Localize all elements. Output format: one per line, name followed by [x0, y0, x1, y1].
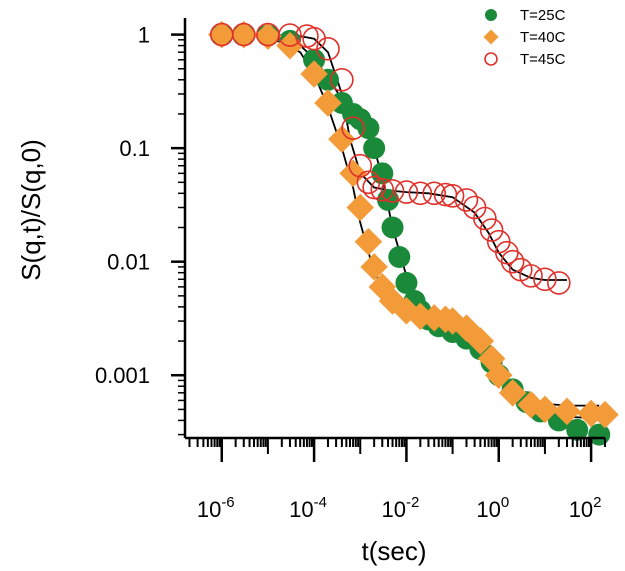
data-point: [278, 23, 302, 47]
data-point: [316, 36, 340, 61]
data-point: [346, 193, 375, 222]
data-point: [371, 162, 394, 185]
x-tick-label: 102: [569, 494, 602, 522]
data-point: [362, 175, 386, 200]
data-point: [440, 184, 465, 208]
series-t-40c: [207, 20, 619, 429]
data-point: [422, 181, 447, 206]
data-point: [207, 20, 236, 49]
legend-label: T=40C: [520, 29, 566, 46]
legend-marker: [483, 29, 499, 45]
data-point: [466, 327, 495, 355]
data-point: [300, 60, 328, 88]
data-point: [473, 206, 497, 231]
data-point: [328, 125, 356, 153]
data-point: [566, 418, 589, 441]
data-point: [498, 379, 527, 407]
legend-label: T=25C: [520, 7, 566, 24]
data-point: [531, 395, 559, 424]
y-tick-label: 0.1: [119, 136, 150, 161]
series-t-25c: [210, 23, 611, 446]
data-point: [380, 179, 405, 203]
data-point: [370, 177, 395, 202]
x-tick-label: 10-2: [382, 494, 420, 522]
fit-line: [221, 33, 600, 419]
series-t-45c: [209, 22, 571, 295]
data-point: [303, 48, 326, 71]
data-points: [207, 20, 619, 446]
y-tick-label: 0.001: [95, 363, 150, 388]
data-point: [553, 397, 581, 426]
fit-line: [221, 33, 600, 407]
data-point: [341, 116, 365, 140]
x-tick-label: 10-6: [197, 494, 235, 522]
data-point: [395, 271, 418, 294]
y-tick-label: 1: [138, 23, 150, 48]
data-point: [519, 264, 543, 288]
data-point: [485, 361, 513, 389]
data-point: [500, 249, 525, 274]
data-point: [230, 20, 258, 49]
legend-marker: [485, 9, 497, 21]
legend-marker: [484, 52, 498, 66]
data-point: [348, 153, 373, 178]
data-point: [533, 267, 557, 292]
data-point: [381, 216, 404, 239]
legend: T=25C T=40C T=45C: [483, 7, 566, 68]
x-tick-label: 10-4: [289, 494, 327, 522]
data-point: [231, 22, 256, 47]
x-tick-label: 100: [476, 494, 509, 522]
x-axis-title: t(sec): [362, 536, 427, 566]
data-point: [547, 271, 571, 295]
y-tick-label: 0.01: [107, 250, 150, 275]
legend-label: T=45C: [520, 51, 566, 68]
axes: [171, 18, 606, 462]
data-point: [454, 188, 479, 212]
data-point: [360, 253, 388, 281]
data-point: [330, 67, 354, 92]
data-point: [591, 400, 619, 429]
tick-labels: 10-6 10-4 10-2 100 102 1 0.1 0.01 0.001: [95, 23, 602, 522]
data-point: [363, 137, 386, 160]
data-point: [479, 218, 504, 242]
data-point: [388, 245, 411, 268]
data-point: [408, 181, 433, 206]
fit-line: [221, 33, 567, 281]
data-point: [356, 170, 381, 195]
data-point: [394, 180, 419, 204]
y-axis-title: S(q,t)/S(q,0): [16, 139, 46, 281]
data-point: [354, 227, 383, 256]
fit-lines: [221, 33, 600, 419]
data-point: [314, 89, 342, 117]
